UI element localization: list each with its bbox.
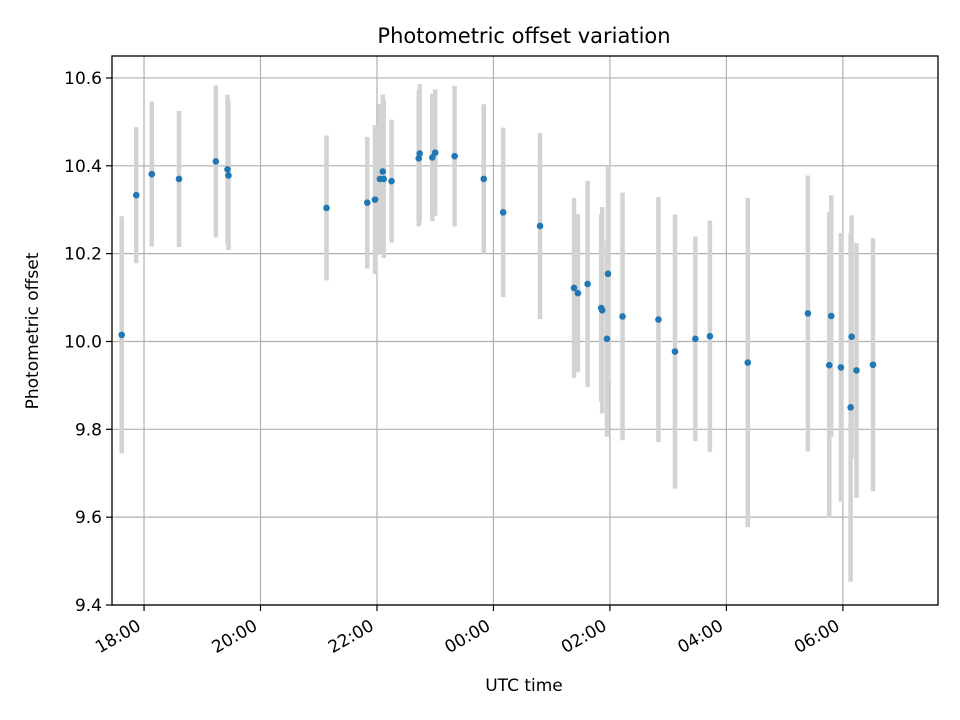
data-point	[619, 313, 626, 320]
data-point	[574, 289, 582, 297]
data-point	[853, 367, 860, 374]
data-point	[118, 331, 126, 339]
data-point	[655, 316, 662, 323]
data-points	[118, 149, 877, 411]
data-point	[837, 364, 845, 371]
data-point	[706, 332, 714, 340]
data-point	[744, 359, 752, 366]
y-tick-label: 10.6	[64, 69, 102, 89]
data-point	[379, 168, 387, 175]
x-axis-label: UTC time	[485, 676, 563, 696]
data-point	[323, 204, 330, 212]
data-point	[692, 335, 699, 343]
y-tick-label: 10.0	[64, 332, 102, 352]
data-point	[431, 149, 439, 156]
data-point	[536, 222, 544, 230]
data-point	[499, 209, 507, 216]
data-point	[869, 361, 877, 369]
data-point	[371, 196, 379, 203]
data-point	[804, 310, 812, 317]
data-point	[825, 361, 833, 369]
data-point	[598, 306, 606, 314]
y-tick-label: 9.6	[75, 508, 102, 528]
data-point	[212, 158, 220, 165]
data-point	[388, 177, 395, 185]
y-tick-label: 10.2	[64, 245, 102, 265]
data-point	[148, 170, 156, 178]
data-point	[671, 348, 679, 355]
data-point	[847, 404, 854, 411]
data-point	[480, 175, 488, 183]
data-point	[429, 154, 436, 161]
y-tick-label: 9.8	[75, 420, 102, 440]
data-point	[603, 335, 611, 343]
data-point	[224, 166, 231, 173]
data-point	[416, 150, 423, 157]
data-point	[225, 172, 232, 179]
data-point	[132, 191, 140, 199]
y-tick-label: 10.4	[64, 157, 102, 177]
plot-frame	[111, 55, 939, 606]
chart-title: Photometric offset variation	[377, 24, 670, 48]
data-point	[827, 312, 835, 320]
data-point	[604, 270, 612, 278]
data-point	[363, 199, 371, 206]
data-point	[584, 280, 591, 288]
y-tick-label: 9.4	[75, 596, 102, 616]
data-point	[175, 175, 183, 183]
data-point	[848, 333, 855, 340]
y-axis-label: Photometric offset	[23, 252, 43, 409]
data-point	[570, 284, 578, 292]
data-point	[380, 175, 388, 183]
data-point	[451, 152, 458, 160]
